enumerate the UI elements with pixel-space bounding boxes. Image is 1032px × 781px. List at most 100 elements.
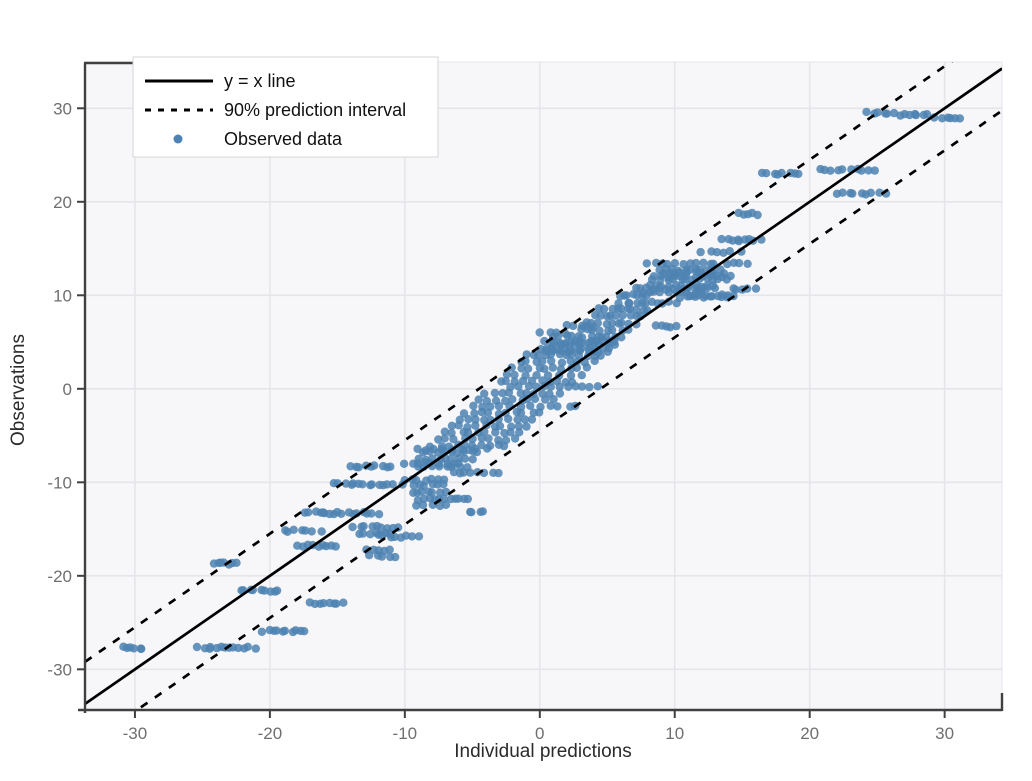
x-tick-label: -30 <box>123 724 148 743</box>
data-point <box>616 304 626 313</box>
data-point <box>484 434 493 443</box>
data-point <box>467 508 476 517</box>
data-point <box>596 351 605 360</box>
identity-line <box>85 67 1002 706</box>
data-point <box>477 434 486 443</box>
data-point <box>873 108 882 117</box>
data-point <box>473 468 482 477</box>
data-point <box>864 166 873 175</box>
data-point <box>862 107 871 117</box>
data-point <box>331 542 340 551</box>
data-point <box>555 382 564 391</box>
data-point <box>354 463 363 472</box>
tick-marks <box>77 107 946 718</box>
tick-labels: -30 -20 -10 0 10 20 30 -30 -20 -10 0 10 20 30 <box>47 99 954 743</box>
data-point <box>743 259 752 268</box>
data-point <box>722 275 731 284</box>
data-point <box>234 643 243 653</box>
data-point <box>524 382 534 391</box>
data-point <box>590 356 599 366</box>
data-point <box>838 188 847 197</box>
data-point <box>386 462 395 471</box>
data-point <box>412 501 421 510</box>
data-point <box>534 350 543 360</box>
data-point <box>546 382 555 391</box>
data-point <box>490 388 500 398</box>
data-point <box>577 325 586 334</box>
data-point <box>414 532 424 541</box>
data-point <box>541 395 550 404</box>
data-point <box>454 421 463 430</box>
data-point <box>367 480 376 489</box>
data-point <box>289 525 298 534</box>
data-point <box>419 494 429 503</box>
data-point <box>370 461 379 470</box>
data-point <box>731 285 740 294</box>
data-point <box>441 500 451 509</box>
data-point <box>374 510 384 519</box>
data-point <box>332 599 341 608</box>
data-point <box>495 421 505 431</box>
data-point <box>599 304 609 314</box>
data-point <box>672 321 681 331</box>
data-point <box>425 447 434 456</box>
data-point <box>837 165 847 174</box>
data-point <box>510 370 519 380</box>
data-point <box>596 311 605 320</box>
data-point <box>553 402 562 411</box>
data-point <box>546 350 556 359</box>
data-point <box>562 320 571 330</box>
data-point <box>712 248 722 257</box>
data-point <box>441 487 451 497</box>
data-point <box>751 284 761 293</box>
data-point <box>707 292 717 301</box>
data-point <box>385 545 394 554</box>
data-point <box>388 480 397 489</box>
data-point <box>546 401 555 410</box>
data-point <box>656 275 665 284</box>
data-point <box>538 357 547 366</box>
data-point <box>753 210 762 220</box>
y-tick-label: -10 <box>47 473 72 492</box>
data-point <box>664 288 674 297</box>
data-point <box>548 363 557 372</box>
data-point <box>260 586 269 595</box>
data-point <box>129 644 138 653</box>
data-point <box>517 364 526 373</box>
x-axis-title: Individual predictions <box>454 741 631 762</box>
data-point <box>870 166 879 175</box>
y-tick-label: 20 <box>53 193 72 212</box>
data-point <box>555 349 565 359</box>
data-point <box>474 395 483 404</box>
data-point <box>567 350 576 359</box>
data-point <box>762 169 771 178</box>
data-point <box>526 401 535 410</box>
data-point <box>391 552 400 562</box>
data-point <box>459 468 468 477</box>
data-point <box>449 435 458 444</box>
data-point <box>510 434 520 443</box>
data-point <box>358 529 368 538</box>
data-point <box>717 234 726 244</box>
data-point <box>680 274 690 283</box>
data-point <box>566 371 576 380</box>
data-point <box>504 388 514 397</box>
data-point <box>459 447 468 457</box>
data-point <box>882 109 892 118</box>
data-point <box>699 293 708 302</box>
data-point <box>504 414 513 424</box>
data-point <box>483 444 492 453</box>
data-point <box>318 508 328 517</box>
data-point <box>617 318 626 327</box>
data-point <box>889 108 899 118</box>
data-point <box>642 259 651 268</box>
data-point <box>243 642 252 651</box>
data-point <box>460 454 470 463</box>
data-point <box>499 441 509 451</box>
data-point <box>540 336 549 346</box>
data-point <box>399 459 409 468</box>
data-point <box>337 509 346 518</box>
data-point <box>641 299 650 308</box>
data-point <box>483 408 493 417</box>
